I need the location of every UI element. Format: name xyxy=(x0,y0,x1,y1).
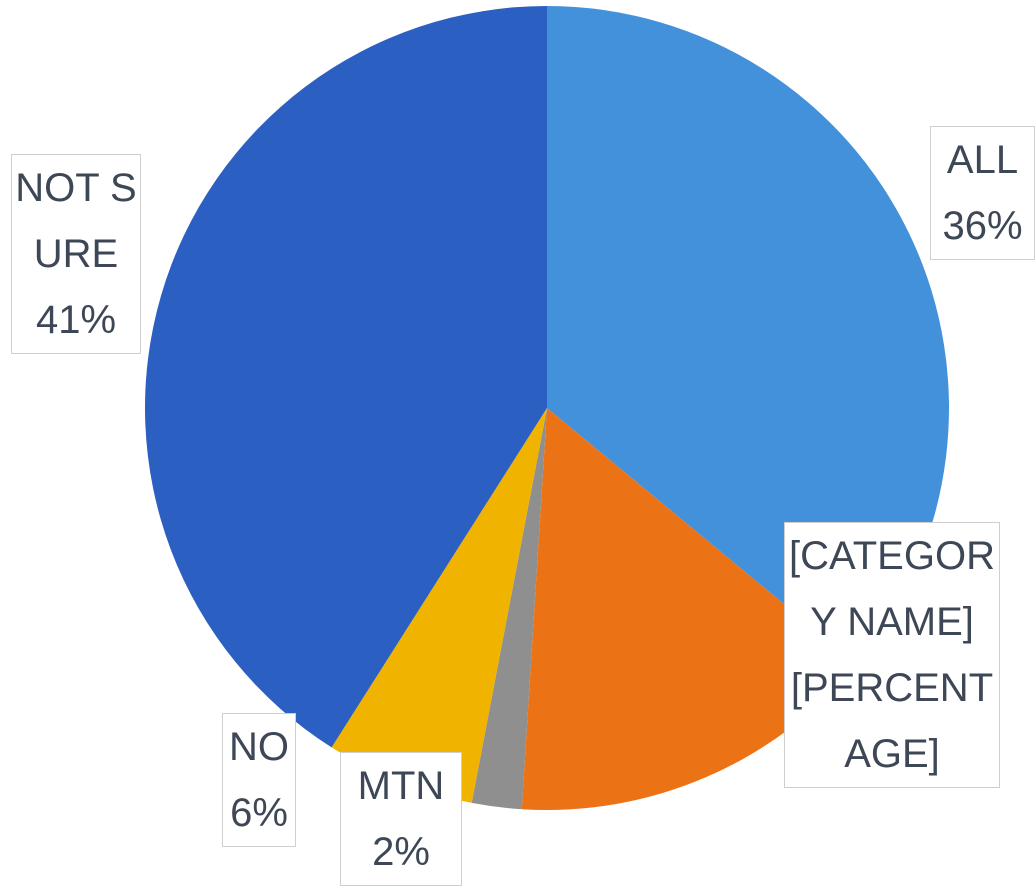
label-value: 41% xyxy=(35,298,117,342)
data-label: [CATEGORY NAME] [PERCENTAGE] xyxy=(784,522,1000,788)
label-category: NOT SURE xyxy=(15,166,137,276)
data-label: ALL 36% xyxy=(930,126,1035,260)
data-label: NO 6% xyxy=(222,713,296,847)
label-category: MTN xyxy=(357,764,445,808)
label-category: ALL xyxy=(946,138,1019,182)
data-label: MTN 2% xyxy=(340,752,462,886)
label-value: 2% xyxy=(372,830,430,874)
pie-slice xyxy=(547,6,949,665)
pie-slice xyxy=(145,6,547,748)
data-label: NOT SURE 41% xyxy=(11,154,141,354)
pie-slice xyxy=(331,408,547,803)
label-value: [PERCENTAGE] xyxy=(790,666,994,776)
label-category: NO xyxy=(229,725,289,769)
label-value: 36% xyxy=(942,204,1023,248)
pie-slice xyxy=(471,408,547,810)
label-value: 6% xyxy=(230,791,288,835)
pie-slice xyxy=(521,408,857,810)
label-category: [CATEGORY NAME] xyxy=(789,534,995,644)
